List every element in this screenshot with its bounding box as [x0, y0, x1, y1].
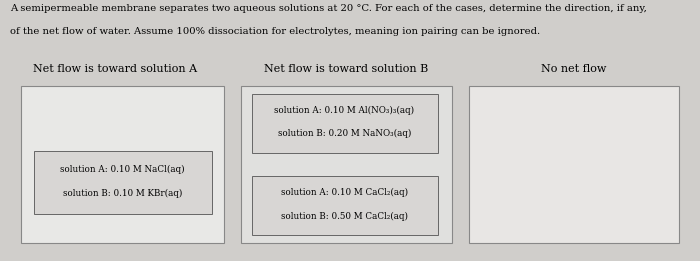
Bar	[252, 176, 438, 235]
Bar	[469, 86, 679, 243]
Text: Net flow is toward solution A: Net flow is toward solution A	[34, 64, 197, 74]
Text: solution B: 0.20 M NaNO₃(aq): solution B: 0.20 M NaNO₃(aq)	[278, 129, 411, 138]
Text: solution B: 0.10 M KBr(aq): solution B: 0.10 M KBr(aq)	[63, 189, 182, 198]
Bar	[241, 86, 452, 243]
Text: solution A: 0.10 M NaCl(aq): solution A: 0.10 M NaCl(aq)	[60, 165, 185, 174]
Text: of the net flow of water. Assume 100% dissociation for electrolytes, meaning ion: of the net flow of water. Assume 100% di…	[10, 27, 540, 36]
Text: No net flow: No net flow	[541, 64, 607, 74]
Bar	[34, 151, 212, 214]
Text: solution A: 0.10 M Al(NO₃)₃(aq): solution A: 0.10 M Al(NO₃)₃(aq)	[274, 106, 414, 115]
Text: Net flow is toward solution B: Net flow is toward solution B	[265, 64, 428, 74]
Text: solution A: 0.10 M CaCl₂(aq): solution A: 0.10 M CaCl₂(aq)	[281, 188, 408, 197]
Bar	[21, 86, 224, 243]
Bar	[252, 94, 438, 153]
Text: A semipermeable membrane separates two aqueous solutions at 20 °C. For each of t: A semipermeable membrane separates two a…	[10, 4, 648, 13]
Text: solution B: 0.50 M CaCl₂(aq): solution B: 0.50 M CaCl₂(aq)	[281, 212, 408, 221]
